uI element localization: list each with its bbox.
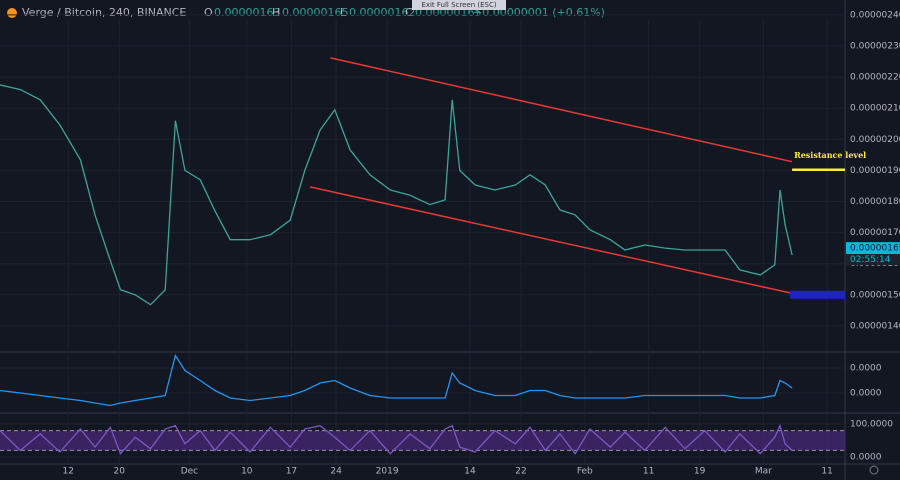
y-tick-label: 0.00000240 <box>850 10 900 20</box>
x-tick-label: 11 <box>643 467 654 477</box>
y-tick-label: 0.00000140 <box>850 321 900 331</box>
symbol-icon <box>7 8 17 18</box>
open-label: O <box>204 6 213 19</box>
close-label: C <box>405 6 413 19</box>
trendline <box>330 57 793 163</box>
low-label: L <box>340 6 347 19</box>
y-tick-label: 0.00000200 <box>850 135 900 145</box>
y-tick-label: 0.0000 <box>850 452 882 462</box>
tooltip-box <box>412 0 506 10</box>
y-tick-label: 0.00000150 <box>850 290 900 300</box>
x-tick-label: 11 <box>821 467 832 477</box>
y-tick-label: 0.0000 <box>850 364 882 374</box>
settings-icon[interactable] <box>869 465 879 475</box>
x-tick-label: 14 <box>464 467 476 477</box>
y-tick-label: 0.0000 <box>850 389 882 399</box>
x-tick-label: 19 <box>694 467 706 477</box>
x-tick-label: 22 <box>515 467 526 477</box>
y-tick-label: 0.00000230 <box>850 42 900 52</box>
high-value: 0.00000165 <box>282 6 348 19</box>
trendline <box>309 186 791 294</box>
y-tick-label: 0.00000190 <box>850 166 900 176</box>
open-value: 0.00000163 <box>214 6 280 19</box>
symbol[interactable]: Verge / Bitcoin, 240, BINANCE <box>22 6 186 19</box>
y-tick-label: 0.00000180 <box>850 197 900 207</box>
x-tick-label: 2019 <box>376 467 399 477</box>
x-tick-label: Mar <box>755 467 772 477</box>
x-tick-label: Dec <box>181 467 198 477</box>
countdown: 02:55:14 <box>850 255 891 265</box>
series-line <box>0 423 793 455</box>
x-tick-label: 12 <box>63 467 74 477</box>
last-price-label: 0.00000165 <box>850 244 900 254</box>
y-tick-label: 0.00000210 <box>850 104 900 114</box>
y-tick-label: 0.00000170 <box>850 228 900 238</box>
y-tick-label: 100.0000 <box>850 420 893 430</box>
tooltip: Exit Full Screen (ESC) <box>421 1 496 9</box>
resistance-label: Resistance level <box>794 150 866 160</box>
support-zone <box>790 290 845 299</box>
y-tick-label: 0.00000220 <box>850 73 900 83</box>
last-price-box <box>846 242 900 255</box>
high-label: H <box>272 6 280 19</box>
series-line <box>0 84 793 306</box>
x-tick-label: 10 <box>241 467 253 477</box>
x-tick-label: 17 <box>286 467 297 477</box>
countdown-box <box>846 254 900 266</box>
low-value: 0.00000162 <box>349 6 415 19</box>
x-tick-label: 24 <box>330 467 342 477</box>
series-line <box>0 353 793 407</box>
x-tick-label: Feb <box>577 467 593 477</box>
x-tick-label: 20 <box>114 467 126 477</box>
